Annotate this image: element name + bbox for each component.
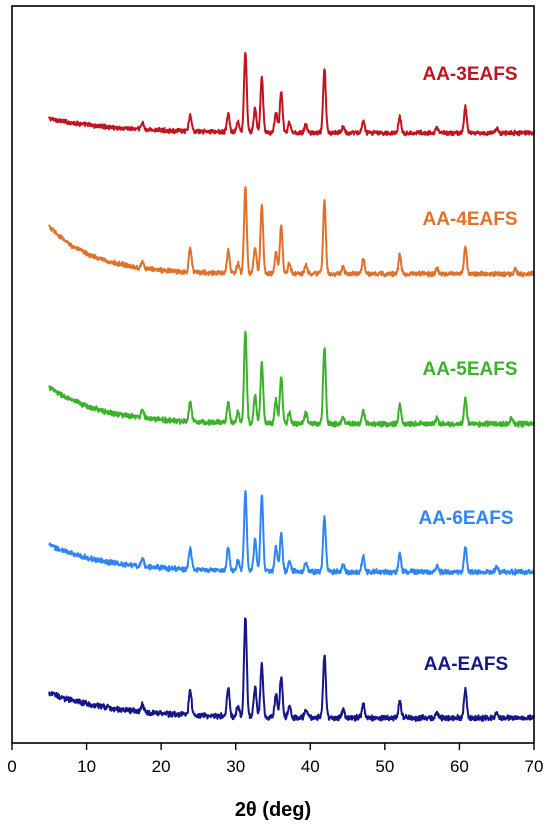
plot-frame bbox=[11, 5, 535, 744]
series-label-layer: AA-3EAFS AA-4EAFS AA-5EAFS AA-6EAFS AA-EAFS bbox=[418, 64, 517, 675]
series-line-aa-6eafs bbox=[48, 489, 535, 576]
x-tick-label: 20 bbox=[152, 757, 171, 776]
x-axis-title: 2θ (deg) bbox=[235, 799, 311, 821]
series-layer bbox=[48, 51, 535, 722]
series-label-aa-4eafs: AA-4EAFS bbox=[422, 209, 517, 230]
x-tick-label: 10 bbox=[77, 757, 96, 776]
x-tick-label: 70 bbox=[525, 757, 544, 776]
series-label-aa-6eafs: AA-6EAFS bbox=[418, 508, 513, 529]
x-tick-label: 0 bbox=[7, 757, 16, 776]
x-tick-label: 50 bbox=[375, 757, 394, 776]
series-label-aa-5eafs: AA-5EAFS bbox=[422, 359, 517, 380]
series-line-aa-4eafs bbox=[48, 185, 535, 278]
series-label-aa-eafs: AA-EAFS bbox=[424, 654, 508, 675]
x-tick-label: 40 bbox=[301, 757, 320, 776]
x-tick-label: 60 bbox=[450, 757, 469, 776]
series-line-aa-3eafs bbox=[48, 51, 535, 137]
series-label-aa-3eafs: AA-3EAFS bbox=[422, 64, 517, 85]
x-tick-label: 30 bbox=[226, 757, 245, 776]
series-line-aa-5eafs bbox=[48, 330, 535, 428]
series-line-aa-eafs bbox=[48, 617, 535, 722]
x-axis-ticks: 0 10 20 30 40 50 60 70 bbox=[7, 743, 543, 776]
